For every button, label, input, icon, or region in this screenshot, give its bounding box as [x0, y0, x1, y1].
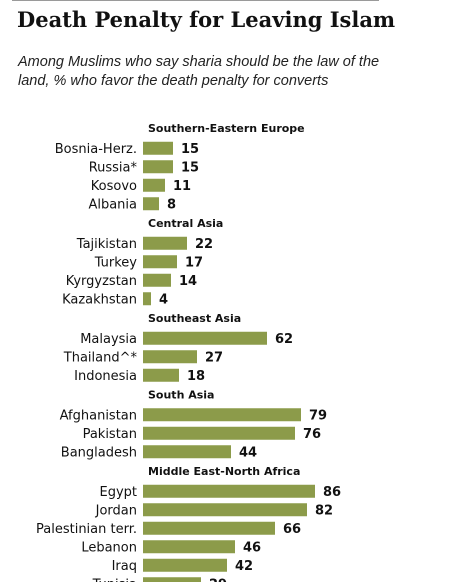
bar: [143, 141, 173, 155]
value-label: 29: [209, 577, 227, 582]
category-label: Lebanon: [81, 540, 137, 555]
bar: [143, 368, 179, 382]
category-label: Turkey: [94, 255, 138, 270]
category-label: Kazakhstan: [62, 292, 137, 307]
category-label: Egypt: [99, 485, 137, 500]
value-label: 4: [159, 292, 168, 307]
value-label: 86: [323, 485, 341, 500]
value-label: 44: [239, 445, 257, 460]
bar: [143, 236, 187, 250]
group-heading: Southeast Asia: [148, 312, 241, 325]
category-label: Albania: [88, 197, 137, 212]
value-label: 46: [243, 540, 261, 555]
category-label: Russia*: [89, 160, 138, 175]
value-label: 79: [309, 408, 327, 423]
bar: [143, 558, 227, 572]
bar: [143, 577, 201, 582]
chart-subtitle: Among Muslims who say sharia should be t…: [18, 54, 380, 89]
bar: [143, 292, 151, 306]
bar: [143, 255, 177, 269]
group-heading: Central Asia: [148, 217, 223, 230]
value-label: 22: [195, 237, 213, 252]
bar: [143, 331, 267, 345]
category-label: Pakistan: [83, 427, 137, 442]
value-label: 8: [167, 197, 176, 212]
value-label: 17: [185, 255, 203, 270]
value-label: 76: [303, 427, 321, 442]
bar: [143, 503, 307, 517]
group-heading: Southern-Eastern Europe: [148, 122, 305, 135]
bar: [143, 350, 197, 364]
value-label: 11: [173, 179, 191, 194]
bar: [143, 445, 231, 459]
category-label: Palestinian terr.: [36, 522, 137, 537]
bar: [143, 160, 173, 174]
value-label: 15: [181, 142, 199, 157]
group-heading: South Asia: [148, 389, 214, 402]
chart-title: Death Penalty for Leaving Islam: [17, 7, 396, 32]
bar: [143, 540, 235, 554]
value-label: 15: [181, 160, 199, 175]
value-label: 42: [235, 559, 253, 574]
bar: [143, 273, 171, 287]
category-label: Afghanistan: [60, 408, 137, 423]
value-label: 14: [179, 274, 197, 289]
category-label: Bangladesh: [61, 445, 137, 460]
category-label: Tunisia: [92, 577, 137, 582]
value-label: 27: [205, 350, 223, 365]
group-heading: Middle East-North Africa: [148, 465, 300, 478]
bar: [143, 484, 315, 498]
category-label: Tajikistan: [76, 237, 137, 252]
value-label: 82: [315, 503, 333, 518]
category-label: Bosnia-Herz.: [55, 142, 137, 157]
bar: [143, 521, 275, 535]
value-label: 62: [275, 332, 293, 347]
bar: [143, 178, 165, 192]
category-label: Kyrgyzstan: [66, 274, 137, 289]
top-rule: [12, 0, 379, 1]
bar: [143, 197, 159, 211]
bar: [143, 408, 301, 422]
category-label: Jordan: [95, 503, 137, 518]
value-label: 18: [187, 369, 205, 384]
category-label: Malaysia: [80, 332, 137, 347]
category-label: Kosovo: [91, 179, 137, 194]
bar: [143, 426, 295, 440]
value-label: 66: [283, 522, 301, 537]
category-label: Thailand^*: [63, 350, 138, 365]
category-label: Indonesia: [74, 369, 137, 384]
category-label: Iraq: [112, 559, 137, 574]
